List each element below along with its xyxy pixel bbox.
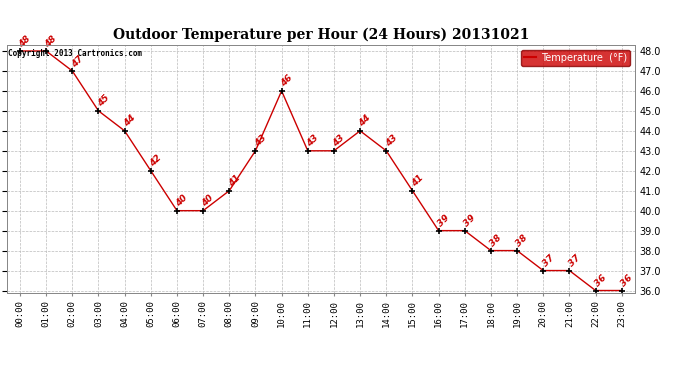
Text: 43: 43 xyxy=(331,134,346,149)
Text: 41: 41 xyxy=(410,174,425,189)
Text: 46: 46 xyxy=(279,74,294,89)
Text: 36: 36 xyxy=(619,273,634,288)
Text: 42: 42 xyxy=(148,153,164,169)
Text: 43: 43 xyxy=(384,134,399,149)
Text: 38: 38 xyxy=(515,233,530,249)
Text: 48: 48 xyxy=(17,34,32,49)
Legend: Temperature  (°F): Temperature (°F) xyxy=(522,50,630,66)
Text: 41: 41 xyxy=(226,174,242,189)
Text: 45: 45 xyxy=(96,94,111,109)
Text: 37: 37 xyxy=(566,254,582,268)
Text: 43: 43 xyxy=(305,134,320,149)
Text: 39: 39 xyxy=(462,213,477,229)
Text: 44: 44 xyxy=(122,114,137,129)
Text: 48: 48 xyxy=(43,34,59,49)
Text: 37: 37 xyxy=(541,254,556,268)
Text: 40: 40 xyxy=(175,194,190,208)
Text: 38: 38 xyxy=(489,233,504,249)
Text: 36: 36 xyxy=(593,273,608,288)
Text: Copyright 2013 Cartronics.com: Copyright 2013 Cartronics.com xyxy=(8,49,142,58)
Text: 40: 40 xyxy=(201,194,216,208)
Title: Outdoor Temperature per Hour (24 Hours) 20131021: Outdoor Temperature per Hour (24 Hours) … xyxy=(112,28,529,42)
Text: 47: 47 xyxy=(70,54,85,69)
Text: 43: 43 xyxy=(253,134,268,149)
Text: 39: 39 xyxy=(436,213,451,229)
Text: 44: 44 xyxy=(357,114,373,129)
